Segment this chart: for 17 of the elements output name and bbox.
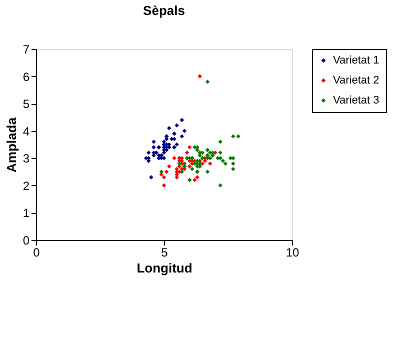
legend-label: Varietat 3 — [333, 94, 380, 106]
legend-label: Varietat 1 — [333, 54, 380, 66]
y-tick-label: 0 — [22, 234, 30, 248]
x-tick-label: 5 — [161, 246, 168, 260]
legend-label: Varietat 2 — [333, 74, 380, 86]
x-tick-label: 0 — [33, 246, 40, 260]
y-tick-label: 2 — [22, 178, 30, 193]
y-tick-label: 6 — [22, 70, 30, 84]
x-tick-label: 10 — [286, 246, 300, 260]
y-tick-label: 4 — [22, 124, 30, 138]
y-tick-label: 5 — [22, 97, 30, 112]
y-tick-label: 7 — [22, 42, 30, 56]
y-tick-label: 1 — [22, 206, 30, 220]
x-axis-title: Longitud — [136, 260, 192, 276]
chart-title: Sèpals — [143, 3, 185, 18]
y-axis-title: Amplada — [4, 116, 19, 172]
y-tick-label: 3 — [22, 152, 30, 166]
